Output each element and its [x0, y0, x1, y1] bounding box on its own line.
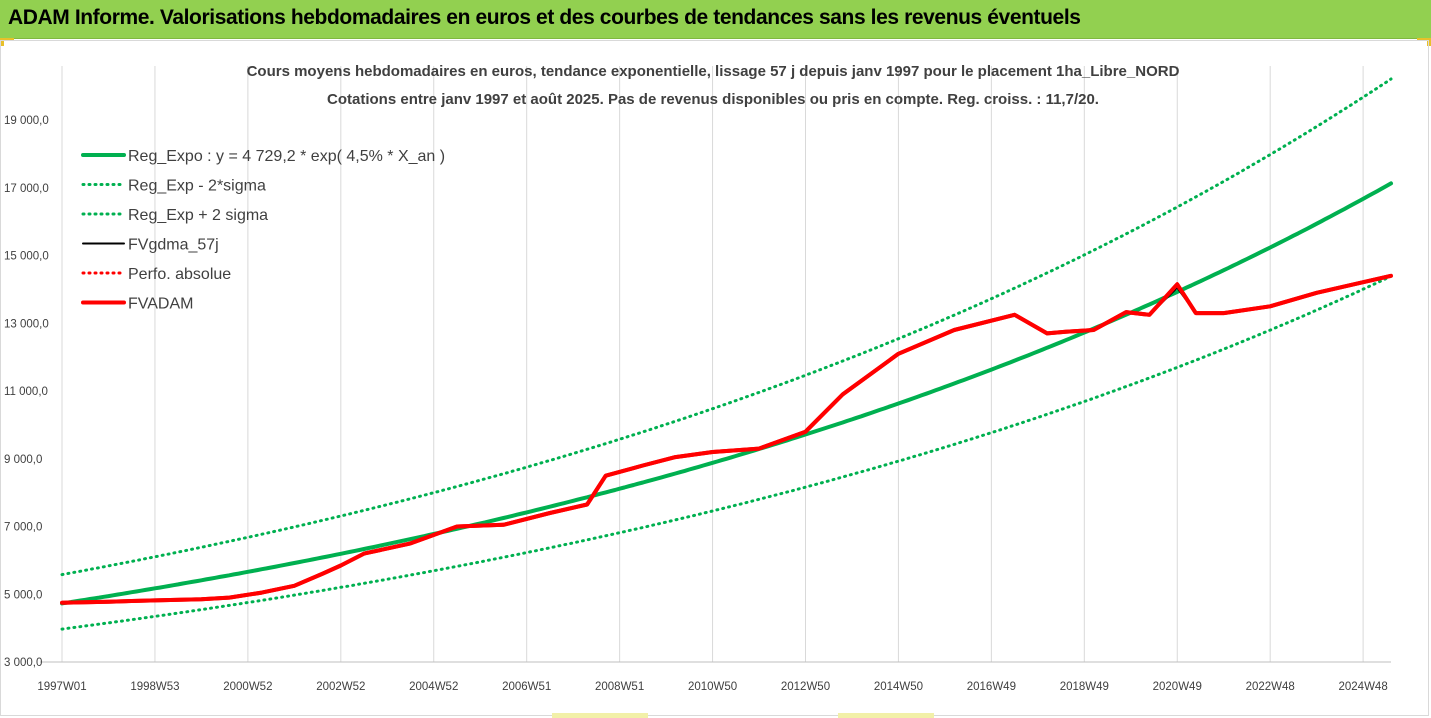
report-banner: ADAM Informe. Valorisations hebdomadaire… — [0, 0, 1431, 39]
y-tick-label: 5 000,0 — [4, 589, 42, 601]
corner-marker-top-left — [0, 38, 4, 46]
x-tick-label: 1998W53 — [130, 681, 179, 693]
y-tick-label: 15 000,0 — [4, 251, 49, 263]
legend-label-5: FVADAM — [128, 296, 193, 313]
chart-title-line-1: Cours moyens hebdomadaires en euros, ten… — [247, 63, 1180, 80]
series-line-2 — [60, 77, 1393, 577]
x-tick-label: 2002W52 — [316, 681, 365, 693]
axis-layer: 1997W01 1998W53 2000W52 2002W52 2004W52 2006W… — [4, 115, 1391, 693]
x-tick-label: 2022W48 — [1246, 681, 1295, 693]
y-tick-label: 7 000,0 — [4, 522, 42, 534]
y-tick-label: 11 000,0 — [4, 386, 48, 398]
y-tick-label: 13 000,0 — [4, 318, 49, 330]
x-tick-label: 2014W50 — [874, 681, 923, 693]
corner-marker-top-left-h — [0, 38, 14, 41]
legend-label-1: Reg_Exp - 2*sigma — [128, 178, 266, 195]
chart-legend: Reg_Expo : y = 4 729,2 * exp( 4,5% * X_a… — [81, 148, 445, 313]
corner-marker-top-right — [1427, 38, 1431, 46]
legend-label-2: Reg_Exp + 2 sigma — [128, 207, 268, 224]
corner-marker-top-right-h — [1417, 38, 1431, 41]
x-tick-label: 2012W50 — [781, 681, 830, 693]
legend-label-0: Reg_Expo : y = 4 729,2 * exp( 4,5% * X_a… — [128, 148, 445, 165]
y-tick-label: 3 000,0 — [4, 657, 42, 669]
bottom-handle-right[interactable] — [838, 713, 934, 718]
x-tick-label: 2024W48 — [1339, 681, 1388, 693]
grid-layer — [61, 66, 1364, 662]
x-tick-label: 1997W01 — [37, 681, 86, 693]
series-line-5 — [60, 273, 1393, 605]
x-tick-label: 2008W51 — [595, 681, 644, 693]
series-line-3 — [61, 274, 1392, 604]
x-tick-label: 2016W49 — [967, 681, 1016, 693]
x-tick-label: 2006W51 — [502, 681, 551, 693]
y-tick-label: 9 000,0 — [4, 454, 42, 466]
x-tick-label: 2004W52 — [409, 681, 458, 693]
chart-title-line-2: Cotations entre janv 1997 et août 2025. … — [327, 91, 1099, 108]
series-line-4 — [61, 274, 1392, 604]
x-tick-label: 2020W49 — [1153, 681, 1202, 693]
x-tick-label: 2018W49 — [1060, 681, 1109, 693]
legend-label-3: FVgdma_57j — [128, 237, 219, 254]
y-tick-label: 19 000,0 — [4, 115, 49, 127]
legend-label-4: Perfo. absolue — [128, 266, 231, 283]
report-title: ADAM Informe. Valorisations hebdomadaire… — [8, 6, 1081, 29]
x-tick-label: 2010W50 — [688, 681, 737, 693]
bottom-handle-left[interactable] — [552, 713, 648, 718]
y-tick-label: 17 000,0 — [4, 183, 49, 195]
series-line-0 — [60, 181, 1393, 606]
series-line-1 — [60, 274, 1393, 631]
series-line-fvadam-top — [61, 273, 1392, 605]
x-tick-label: 2000W52 — [223, 681, 272, 693]
series-layer — [60, 77, 1393, 631]
chart-frame — [0, 40, 1429, 716]
